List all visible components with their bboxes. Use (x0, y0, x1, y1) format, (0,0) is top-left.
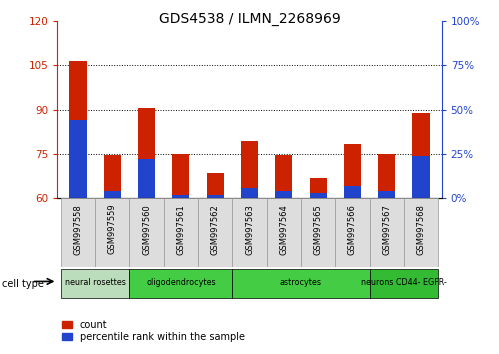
Bar (164, 198, 198, 267)
Text: GDS4538 / ILMN_2268969: GDS4538 / ILMN_2268969 (159, 12, 340, 27)
Bar (413, 156, 430, 198)
Text: GSM997558: GSM997558 (73, 204, 82, 255)
Text: GSM997564: GSM997564 (279, 204, 288, 255)
Bar (370, 198, 404, 267)
Text: oligodendrocytes: oligodendrocytes (146, 278, 216, 287)
Bar (233, 269, 370, 297)
Text: GSM997562: GSM997562 (211, 204, 220, 255)
Text: GSM997566: GSM997566 (348, 204, 357, 255)
Text: GSM997568: GSM997568 (417, 204, 426, 255)
Bar (61, 269, 129, 297)
Text: GSM997561: GSM997561 (176, 204, 186, 255)
Bar (198, 198, 233, 267)
Bar (138, 159, 155, 198)
Text: astrocytes: astrocytes (280, 278, 322, 287)
Bar (370, 269, 438, 297)
Bar (335, 198, 370, 267)
Bar (69, 61, 86, 198)
Bar (233, 198, 266, 267)
Bar (129, 198, 164, 267)
Bar (61, 198, 95, 267)
Bar (207, 195, 224, 198)
Bar (275, 155, 292, 198)
Bar (241, 141, 258, 198)
Bar (344, 186, 361, 198)
Text: GSM997563: GSM997563 (245, 204, 254, 255)
Bar (344, 144, 361, 198)
Bar (404, 198, 438, 267)
Bar (301, 198, 335, 267)
Bar (129, 269, 233, 297)
Legend: count, percentile rank within the sample: count, percentile rank within the sample (62, 320, 245, 342)
Bar (207, 173, 224, 198)
Text: cell type: cell type (2, 279, 44, 289)
Text: GSM997560: GSM997560 (142, 204, 151, 255)
Bar (138, 108, 155, 198)
Text: neural rosettes: neural rosettes (65, 278, 126, 287)
Bar (378, 191, 395, 198)
Text: GSM997567: GSM997567 (382, 204, 391, 255)
Bar (172, 195, 190, 198)
Bar (275, 191, 292, 198)
Text: neurons CD44- EGFR-: neurons CD44- EGFR- (361, 278, 447, 287)
Bar (309, 193, 327, 198)
Bar (266, 198, 301, 267)
Bar (172, 154, 190, 198)
Text: GSM997559: GSM997559 (108, 204, 117, 255)
Bar (104, 155, 121, 198)
Bar (95, 198, 129, 267)
Bar (378, 154, 395, 198)
Bar (241, 188, 258, 198)
Bar (104, 191, 121, 198)
Bar (309, 178, 327, 198)
Text: GSM997565: GSM997565 (313, 204, 323, 255)
Bar (69, 120, 86, 198)
Bar (413, 113, 430, 198)
